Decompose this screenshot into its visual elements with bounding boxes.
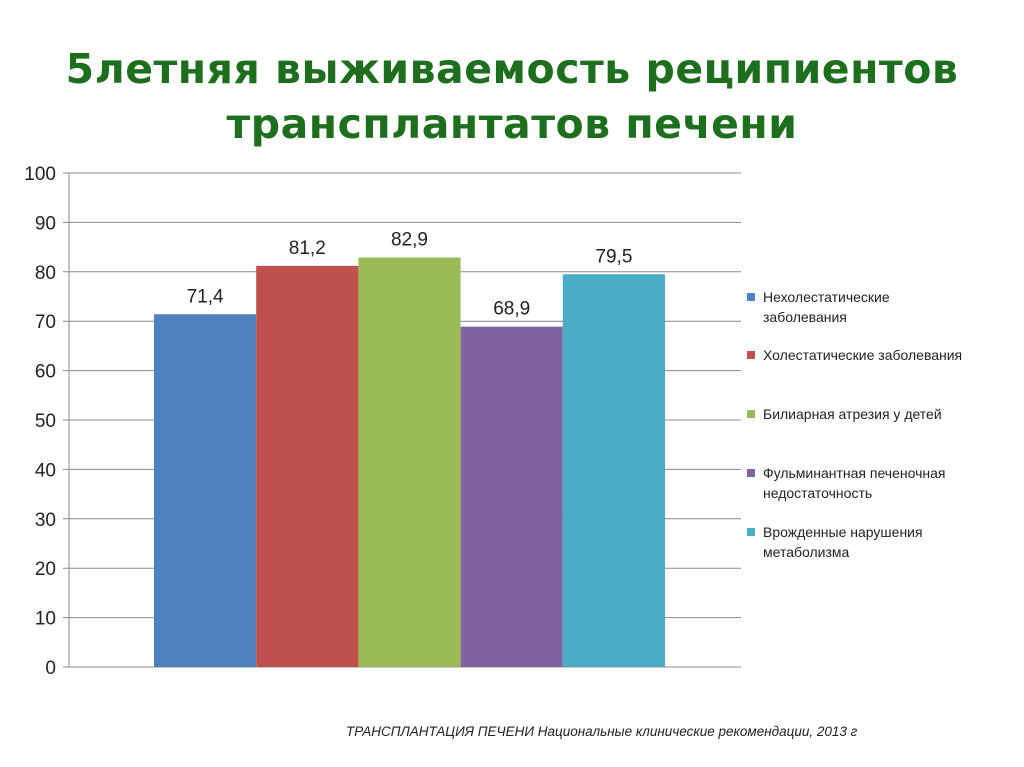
chart-title: 5летняя выживаемость реципиентов транспл…: [0, 42, 1024, 152]
y-tick-label: 80: [35, 263, 56, 284]
y-tick-label: 10: [35, 609, 56, 630]
bar-value-label: 68,9: [493, 299, 530, 320]
chart-title-line-2: трансплантатов печени: [226, 100, 798, 148]
bar-value-label: 79,5: [595, 246, 632, 267]
legend-swatch: [747, 410, 755, 418]
legend-label: Холестатические заболевания: [763, 347, 963, 363]
legend-label: Билиарная атрезия у детей: [763, 406, 942, 422]
legend-label: Врожденные нарушения метаболизма: [763, 524, 923, 560]
bar-value-label: 71,4: [187, 286, 224, 307]
y-tick-label: 50: [35, 411, 56, 432]
bar: [562, 274, 665, 667]
bar: [460, 326, 563, 667]
y-tick-label: 60: [35, 362, 56, 383]
y-tick-label: 70: [35, 312, 56, 333]
legend-swatch: [747, 528, 755, 536]
bar-value-label: 81,2: [289, 238, 326, 259]
y-tick-label: 40: [35, 460, 56, 481]
source-citation: ТРАНСПЛАНТАЦИЯ ПЕЧЕНИ Национальные клини…: [346, 724, 858, 739]
legend-swatch: [747, 469, 755, 477]
y-tick-label: 0: [45, 658, 56, 679]
bar: [358, 257, 461, 667]
legend-label: Фульминантная печеночная недостаточность: [763, 465, 946, 501]
legend-swatch: [747, 293, 755, 301]
legend-label: Нехолестатические заболевания: [763, 289, 890, 325]
y-tick-label: 30: [35, 510, 56, 531]
bar: [256, 265, 359, 667]
y-tick-label: 90: [35, 213, 56, 234]
y-tick-label: 100: [24, 164, 56, 185]
legend-swatch: [747, 351, 755, 359]
chart-title-line-1: 5летняя выживаемость реципиентов: [65, 45, 959, 93]
bar-value-label: 82,9: [391, 229, 428, 250]
bar: [154, 314, 257, 667]
y-tick-label: 20: [35, 559, 56, 580]
